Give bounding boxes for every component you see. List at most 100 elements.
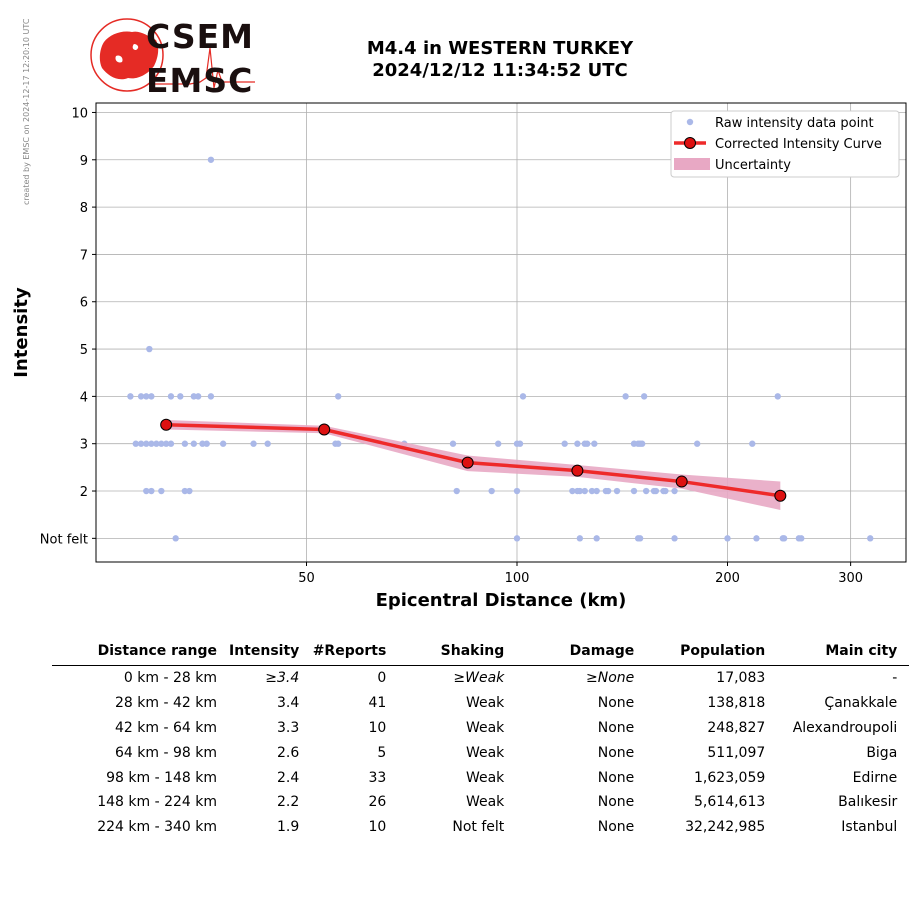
shaking-cell: Weak: [465, 744, 505, 761]
reports-cell: 26: [368, 794, 387, 811]
curve-marker: [571, 464, 584, 477]
raw-data-point: [724, 535, 731, 542]
header-reports: #Reports: [311, 640, 399, 666]
raw-data-point: [753, 535, 760, 542]
population-cell: 17,083: [716, 670, 766, 687]
x-tick-label: 100: [505, 571, 530, 586]
reports-cell: 10: [368, 719, 387, 736]
raw-data-point: [186, 487, 193, 495]
logo-text-csem: CSEM: [146, 17, 254, 56]
title-line-2: 2024/12/12 11:34:52 UTC: [372, 60, 628, 81]
reports-cell: 5: [377, 744, 387, 761]
intensity-cell: 3.4: [277, 695, 300, 712]
table-row: 42 km - 64 km 3.3 10 Weak None 248,827 Alexand…: [52, 716, 909, 741]
raw-data-point: [143, 393, 150, 400]
raw-data-point: [488, 487, 495, 495]
raw-data-point: [449, 440, 457, 447]
raw-data-point: [207, 156, 215, 163]
y-tick-label: 4: [80, 390, 88, 405]
raw-data-point: [334, 440, 342, 447]
raw-data-point: [143, 440, 150, 447]
population-cell: 1,623,059: [694, 769, 766, 786]
raw-data-point: [593, 487, 600, 495]
legend-label: Uncertainty: [715, 158, 791, 173]
raw-data-point: [172, 535, 179, 542]
header-population: Population: [646, 640, 778, 666]
legend-band-swatch: [674, 158, 710, 170]
y-tick-label: 6: [80, 296, 88, 311]
city-cell: Alexandroupoli: [792, 719, 898, 736]
intensity-cell: 3.3: [277, 719, 300, 736]
distance-cell: 224 km - 340 km: [97, 819, 217, 836]
raw-data-point: [652, 487, 660, 495]
raw-data-point: [453, 487, 460, 495]
population-cell: 138,818: [707, 695, 766, 712]
curve-marker: [675, 475, 688, 488]
shaking-cell: Weak: [465, 719, 505, 736]
raw-data-point: [127, 393, 134, 400]
raw-data-point: [137, 393, 145, 400]
intensity-cell: 2.4: [277, 769, 300, 786]
y-tick-label: 9: [80, 154, 88, 169]
table-row: 0 km - 28 km ≥3.4 0 ≥Weak ≥None 17,083 -: [52, 666, 909, 691]
intensity-cell: 1.9: [277, 819, 300, 836]
y-tick-label: 8: [80, 201, 88, 216]
logo-text-emsc: EMSC: [146, 61, 254, 100]
shaking-cell: ≥Weak: [453, 670, 505, 687]
city-cell: Biga: [866, 744, 898, 761]
legend: [670, 110, 900, 178]
raw-data-point: [207, 393, 215, 400]
raw-data-point: [638, 440, 646, 447]
curve-marker: [318, 423, 331, 436]
raw-data-point: [250, 440, 257, 447]
raw-data-point: [636, 535, 644, 542]
raw-data-point: [588, 487, 596, 495]
raw-data-point: [137, 440, 145, 447]
emsc-logo: CSEM EMSC: [90, 18, 255, 98]
raw-data-point: [203, 440, 210, 447]
chart-title: M4.4 in WESTERN TURKEY 2024/12/12 11:34:…: [290, 38, 710, 82]
raw-data-point: [749, 440, 756, 447]
raw-data-point: [593, 535, 600, 542]
table-row: 98 km - 148 km 2.4 33 Weak None 1,623,059 Edir…: [52, 765, 909, 790]
raw-data-point: [162, 440, 170, 447]
y-tick-label: 2: [80, 485, 88, 500]
raw-data-point: [867, 535, 874, 542]
header-distance: Distance range: [52, 640, 229, 666]
shaking-cell: Weak: [465, 794, 505, 811]
curve-marker: [774, 489, 787, 502]
raw-data-point: [642, 487, 650, 495]
city-cell: Istanbul: [841, 819, 898, 836]
raw-data-point: [662, 487, 669, 495]
population-cell: 511,097: [707, 744, 766, 761]
city-cell: Çanakkale: [824, 695, 898, 712]
raw-data-point: [153, 440, 160, 447]
raw-data-point: [264, 440, 271, 447]
raw-data-point: [640, 393, 648, 400]
title-line-1: M4.4 in WESTERN TURKEY: [366, 38, 634, 59]
damage-cell: None: [597, 794, 635, 811]
raw-data-point: [513, 535, 521, 542]
raw-data-point: [516, 440, 524, 447]
header-damage: Damage: [516, 640, 647, 666]
raw-data-point: [798, 535, 805, 542]
curve-marker: [160, 418, 173, 431]
damage-cell: None: [597, 819, 635, 836]
raw-data-point: [167, 440, 175, 447]
raw-data-point: [569, 487, 576, 495]
raw-data-point: [693, 440, 701, 447]
raw-data-point: [513, 487, 521, 495]
curve-marker: [461, 456, 474, 469]
raw-data-point: [219, 440, 227, 447]
legend-curve-marker: [684, 137, 696, 149]
city-cell: -: [892, 670, 898, 687]
raw-data-point: [671, 535, 678, 542]
city-cell: Edirne: [852, 769, 898, 786]
damage-cell: None: [597, 719, 635, 736]
raw-data-point: [167, 393, 175, 400]
raw-data-point: [158, 487, 165, 495]
table-row: 148 km - 224 km 2.2 26 Weak None 5,614,613 Bal…: [52, 790, 909, 815]
raw-data-point: [622, 393, 629, 400]
distance-cell: 148 km - 224 km: [97, 794, 217, 811]
raw-data-point: [671, 487, 678, 495]
